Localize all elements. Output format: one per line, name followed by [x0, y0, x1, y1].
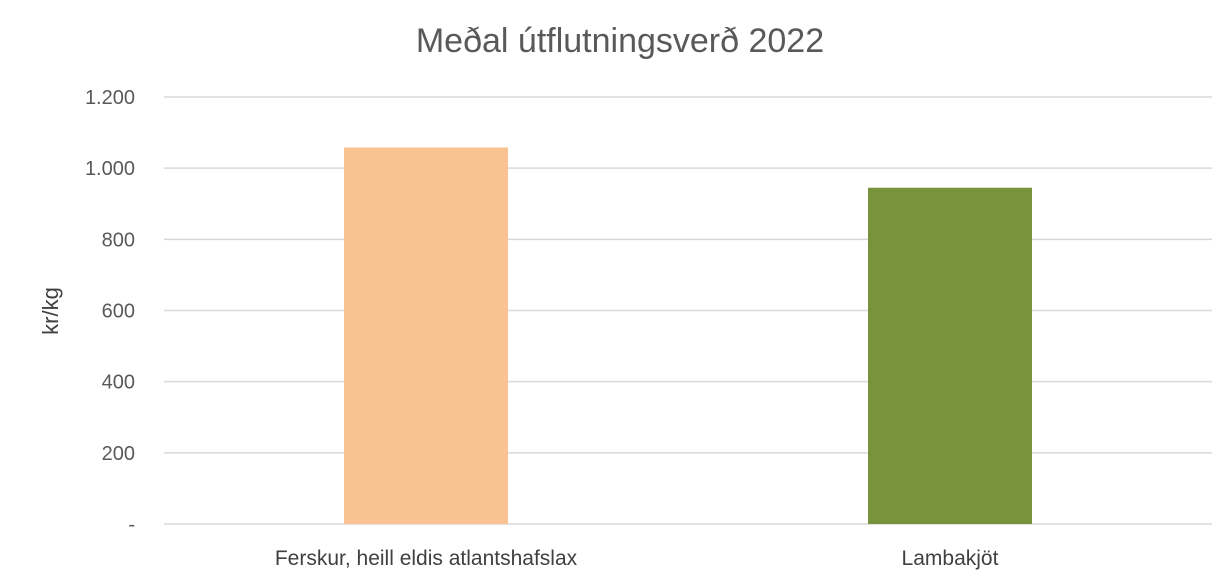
y-tick-label: -: [128, 514, 135, 536]
x-category-label: Lambakjöt: [902, 547, 999, 570]
y-tick-label: 200: [102, 443, 135, 465]
y-axis-ticks: - 200 400 600 800 1.000 1.200: [85, 87, 135, 536]
x-axis-categories: Ferskur, heill eldis atlantshafslax Lamba…: [275, 547, 999, 570]
y-tick-label: 600: [102, 301, 135, 323]
y-axis-label: kr/kg: [38, 287, 63, 335]
bar: [344, 147, 508, 525]
chart-title: Meðal útflutningsverð 2022: [416, 22, 824, 60]
gridlines: [164, 96, 1212, 525]
y-tick-label: 400: [102, 372, 135, 394]
x-category-label: Ferskur, heill eldis atlantshafslax: [275, 547, 578, 570]
y-tick-label: 1.000: [85, 158, 135, 180]
bar: [868, 187, 1032, 525]
y-tick-label: 800: [102, 229, 135, 251]
bars: [344, 147, 1032, 525]
y-tick-label: 1.200: [85, 87, 135, 109]
